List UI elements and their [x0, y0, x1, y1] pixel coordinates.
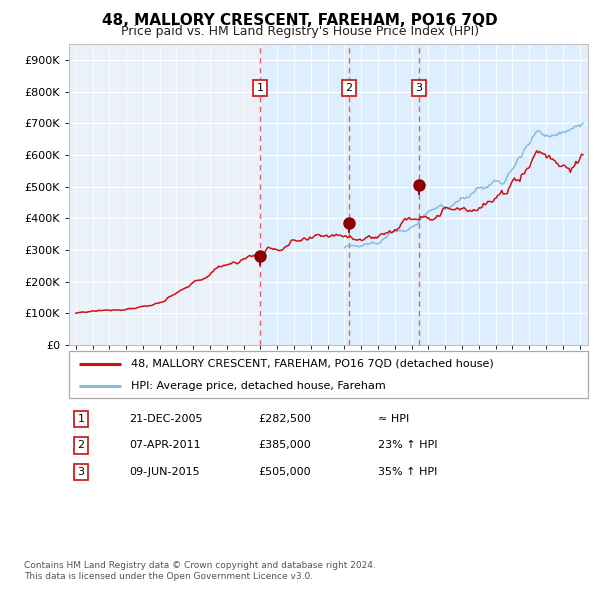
Text: 48, MALLORY CRESCENT, FAREHAM, PO16 7QD (detached house): 48, MALLORY CRESCENT, FAREHAM, PO16 7QD … — [131, 359, 494, 369]
Bar — [260, 44, 588, 345]
Text: ≈ HPI: ≈ HPI — [378, 414, 409, 424]
Text: 2: 2 — [77, 441, 85, 450]
Text: 48, MALLORY CRESCENT, FAREHAM, PO16 7QD: 48, MALLORY CRESCENT, FAREHAM, PO16 7QD — [102, 13, 498, 28]
Text: 2: 2 — [346, 83, 353, 93]
Text: 21-DEC-2005: 21-DEC-2005 — [129, 414, 203, 424]
Text: 1: 1 — [256, 83, 263, 93]
Text: £385,000: £385,000 — [258, 441, 311, 450]
Text: 23% ↑ HPI: 23% ↑ HPI — [378, 441, 437, 450]
Text: 07-APR-2011: 07-APR-2011 — [129, 441, 200, 450]
Text: 1: 1 — [77, 414, 85, 424]
Text: 35% ↑ HPI: 35% ↑ HPI — [378, 467, 437, 477]
Text: Contains HM Land Registry data © Crown copyright and database right 2024.: Contains HM Land Registry data © Crown c… — [24, 560, 376, 569]
Text: Price paid vs. HM Land Registry's House Price Index (HPI): Price paid vs. HM Land Registry's House … — [121, 25, 479, 38]
FancyBboxPatch shape — [69, 351, 588, 398]
Text: 09-JUN-2015: 09-JUN-2015 — [129, 467, 200, 477]
Text: HPI: Average price, detached house, Fareham: HPI: Average price, detached house, Fare… — [131, 382, 386, 391]
Text: This data is licensed under the Open Government Licence v3.0.: This data is licensed under the Open Gov… — [24, 572, 313, 581]
Text: £505,000: £505,000 — [258, 467, 311, 477]
Text: £282,500: £282,500 — [258, 414, 311, 424]
Text: 3: 3 — [77, 467, 85, 477]
Text: 3: 3 — [416, 83, 422, 93]
